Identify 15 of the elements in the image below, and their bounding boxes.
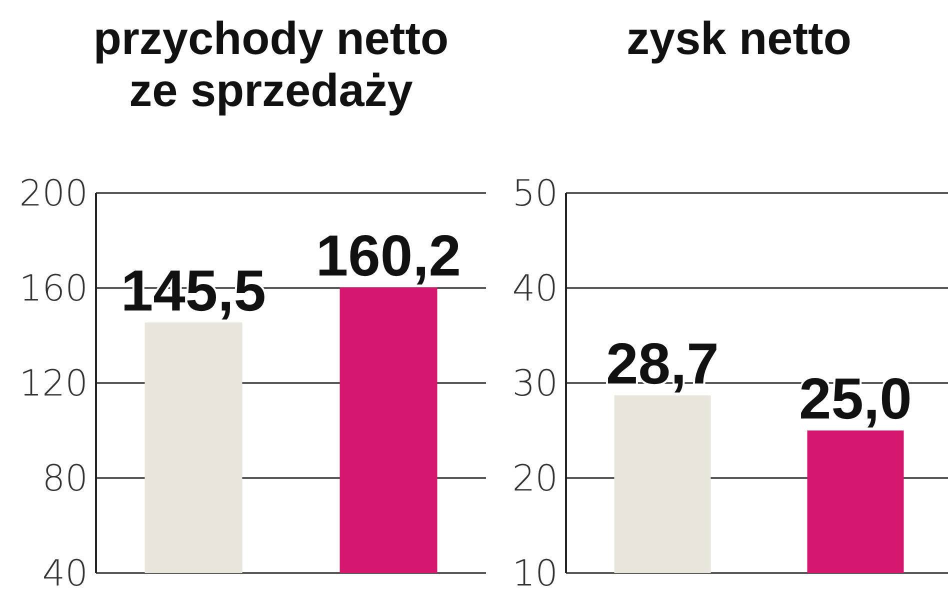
- y-tick-label: 40: [512, 268, 558, 310]
- y-tick-label: 120: [19, 364, 88, 405]
- data-label: 25,0: [799, 366, 912, 432]
- y-tick-label: 40: [42, 554, 88, 593]
- y-tick-label: 10: [512, 554, 558, 593]
- chart-title: zysk netto: [626, 12, 852, 64]
- chart-title: przychody netto ze sprzedaży: [93, 12, 449, 116]
- y-tick-label: 80: [42, 458, 88, 500]
- y-tick-label: 160: [19, 268, 88, 310]
- y-tick-label: 20: [512, 458, 558, 500]
- data-label: 160,2: [316, 224, 462, 289]
- y-tick-label: 200: [19, 174, 88, 215]
- y-tick-label: 50: [512, 174, 558, 215]
- data-label: 28,7: [606, 331, 719, 396]
- y-tick-label: 30: [512, 364, 558, 405]
